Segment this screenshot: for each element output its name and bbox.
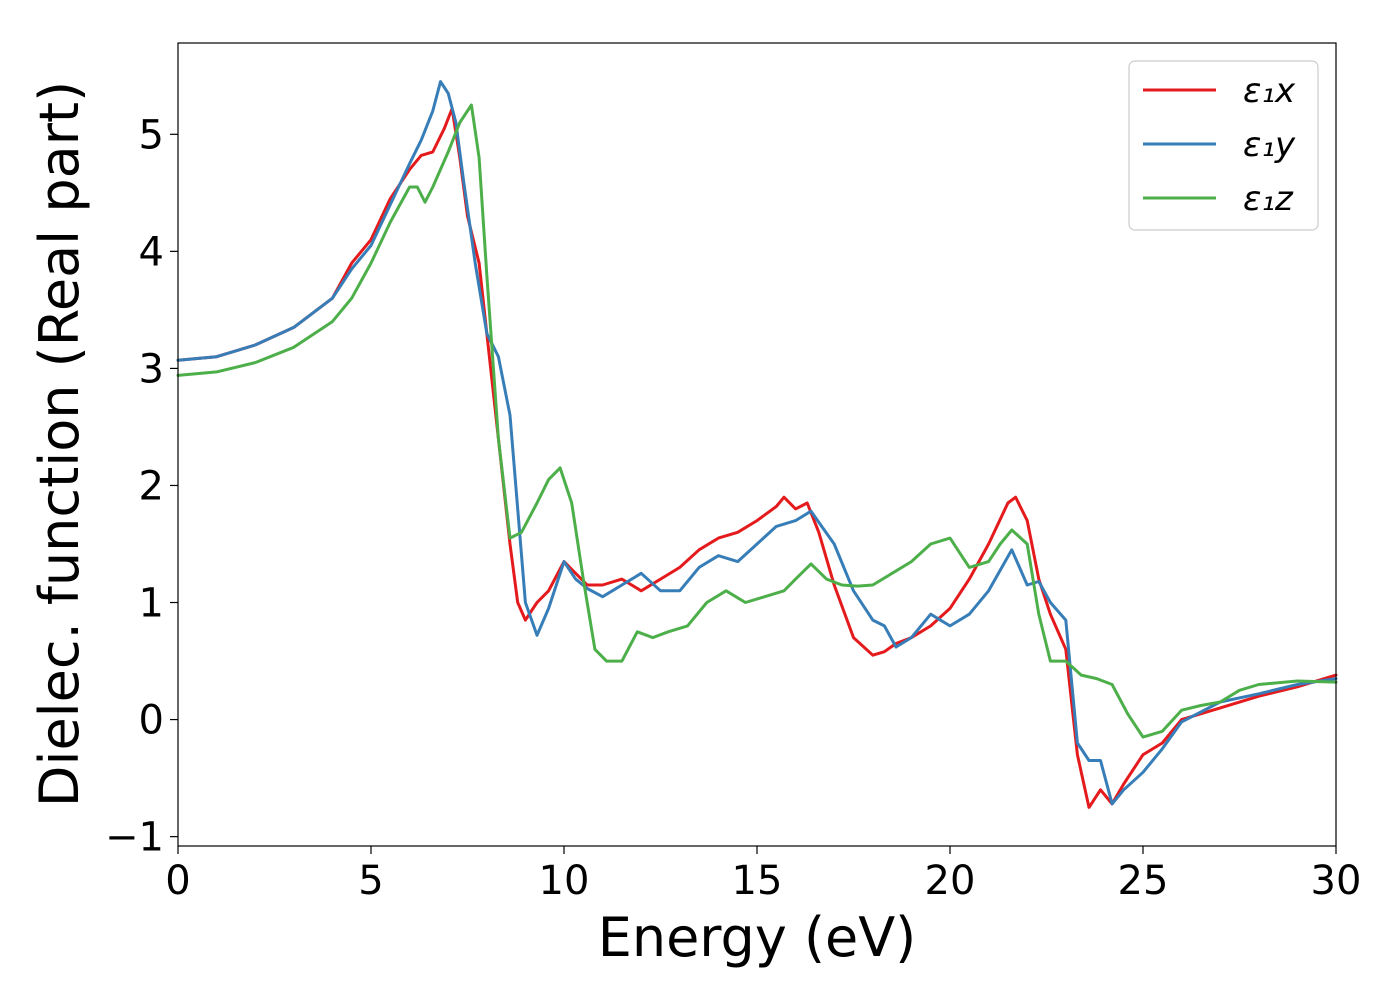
- y-tick-label: 1: [139, 581, 164, 627]
- y-tick-label: 4: [139, 229, 164, 275]
- series-line-2: [176, 80, 1338, 806]
- series-line-3: [176, 103, 1338, 739]
- x-tick-label: 5: [358, 858, 383, 904]
- x-tick-label: 25: [1118, 858, 1169, 904]
- y-tick-label: −1: [105, 815, 164, 861]
- y-axis-label: Dielec. function (Real part): [28, 81, 91, 807]
- legend-label-1: ε₁x: [1243, 71, 1296, 111]
- x-tick-label: 15: [732, 858, 783, 904]
- y-tick-label: 5: [139, 112, 164, 158]
- y-tick-label: 2: [139, 463, 164, 509]
- series-group: [176, 80, 1338, 809]
- legend: ε₁x ε₁y ε₁z: [1128, 60, 1319, 231]
- x-tick-label: 20: [925, 858, 976, 904]
- y-tick-label: 3: [139, 346, 164, 392]
- legend-label-2: ε₁y: [1243, 125, 1296, 165]
- legend-box: [1128, 60, 1319, 231]
- x-tick-label: 0: [165, 858, 190, 904]
- x-tick-label: 30: [1311, 858, 1362, 904]
- y-axis: −1 0 1 2 3 4 5: [105, 112, 178, 861]
- y-tick-label: 0: [139, 698, 164, 744]
- x-tick-label: 10: [539, 858, 590, 904]
- x-axis: 0 5 10 15 20 25 30: [165, 846, 1361, 904]
- x-axis-label: Energy (eV): [598, 906, 917, 969]
- legend-label-3: ε₁z: [1243, 179, 1294, 219]
